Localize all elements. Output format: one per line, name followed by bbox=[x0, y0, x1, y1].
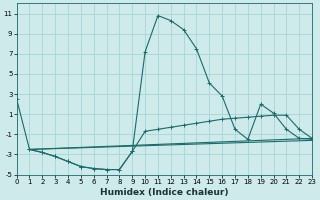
X-axis label: Humidex (Indice chaleur): Humidex (Indice chaleur) bbox=[100, 188, 228, 197]
